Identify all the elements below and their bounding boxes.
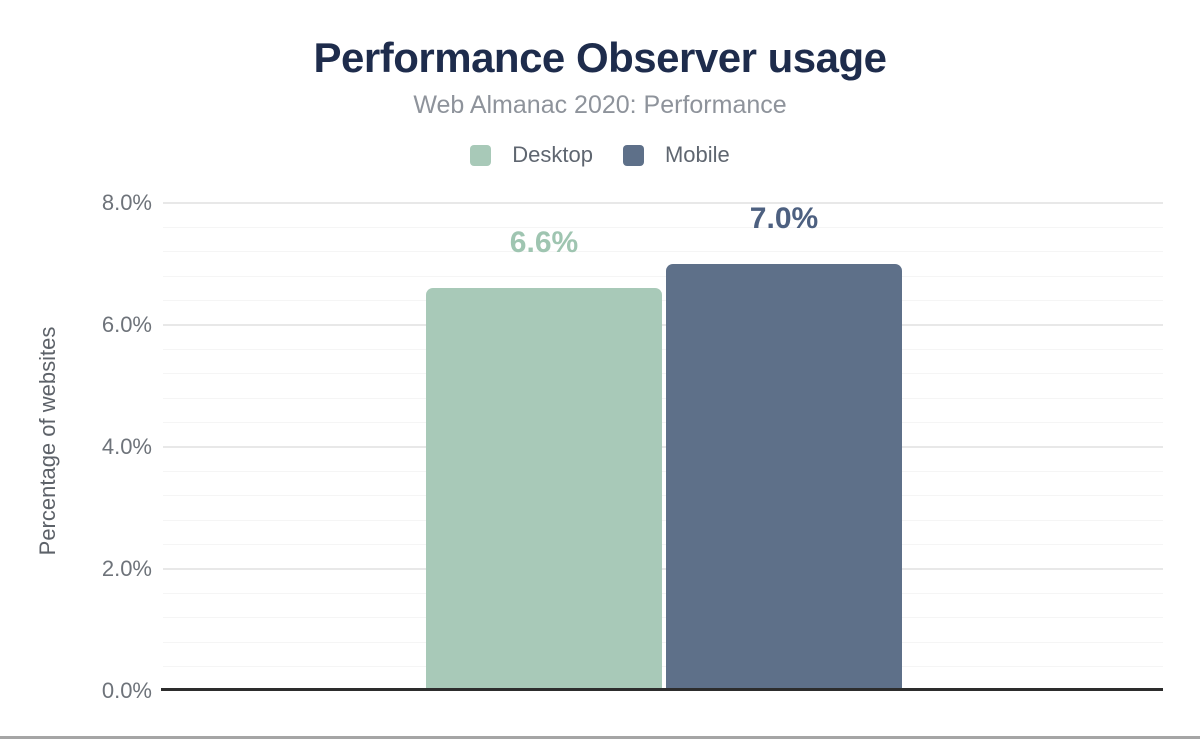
y-tick-label: 2.0% <box>101 556 152 581</box>
gridline-major <box>163 568 1163 570</box>
gridline-minor <box>163 397 1163 399</box>
x-axis-line <box>161 688 1163 691</box>
gridline-minor <box>163 544 1163 546</box>
gridline-minor <box>163 519 1163 521</box>
bar-value-label-mobile: 7.0% <box>749 202 819 235</box>
y-tick-label: 0.0% <box>101 678 152 703</box>
bar-value-label-desktop: 6.6% <box>509 226 579 260</box>
gridline-minor <box>163 373 1163 375</box>
gridline-major <box>163 324 1163 326</box>
gridline-major <box>163 446 1163 448</box>
gridline-minor <box>163 251 1163 253</box>
legend-swatch-mobile-icon <box>622 144 644 166</box>
legend: Desktop Mobile <box>0 142 1200 168</box>
gridline-minor <box>163 666 1163 668</box>
bar-group-mobile: 7.0% <box>666 203 902 691</box>
bar-group-desktop: 6.6% <box>426 203 662 691</box>
gridline-major <box>163 202 1163 204</box>
gridline-minor <box>163 617 1163 619</box>
legend-label-desktop: Desktop <box>512 142 593 167</box>
gridline-minor <box>163 422 1163 424</box>
bottom-divider <box>0 736 1200 739</box>
gridline-minor <box>163 641 1163 643</box>
gridline-minor <box>163 470 1163 472</box>
legend-label-mobile: Mobile <box>664 142 730 167</box>
gridline-minor <box>163 592 1163 594</box>
gridline-minor <box>163 348 1163 350</box>
bar-desktop[interactable] <box>426 288 662 691</box>
y-tick-label: 4.0% <box>101 434 152 459</box>
bar-mobile[interactable] <box>666 264 902 691</box>
chart-title: Performance Observer usage <box>313 34 887 81</box>
gridline-minor <box>163 226 1163 228</box>
y-tick-label: 8.0% <box>101 190 152 215</box>
gridline-minor <box>163 300 1163 302</box>
chart-subtitle: Web Almanac 2020: Performance <box>413 91 787 119</box>
legend-swatch-desktop-icon <box>470 144 492 166</box>
gridline-minor <box>163 495 1163 497</box>
y-tick-label: 6.0% <box>101 312 152 337</box>
legend-item-mobile[interactable]: Mobile <box>622 142 730 168</box>
gridline-minor <box>163 275 1163 277</box>
plot-area: 6.6% 7.0% <box>163 202 1163 691</box>
legend-item-desktop[interactable]: Desktop <box>470 142 593 168</box>
